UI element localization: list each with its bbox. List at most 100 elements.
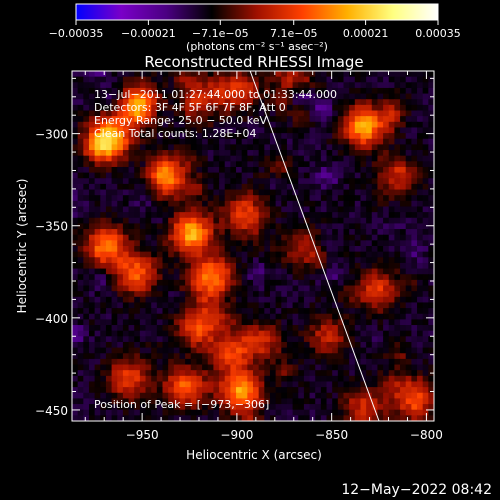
heatmap-cell xyxy=(168,262,175,270)
heatmap-cell xyxy=(343,110,350,117)
heatmap-cell xyxy=(83,381,90,388)
heatmap-cell xyxy=(162,302,169,309)
heatmap-cell xyxy=(411,392,418,400)
heatmap-cell xyxy=(94,155,101,162)
heatmap-cell xyxy=(354,195,362,202)
heatmap-cell xyxy=(332,330,339,337)
heatmap-cell xyxy=(77,229,84,236)
heatmap-cell xyxy=(343,71,350,78)
heatmap-cell xyxy=(264,121,271,129)
heatmap-cell xyxy=(354,291,362,298)
heatmap-cell xyxy=(360,358,367,366)
heatmap-cell xyxy=(360,257,367,264)
heatmap-cell xyxy=(145,104,152,112)
heatmap-cell xyxy=(411,285,418,292)
heatmap-cell xyxy=(207,206,215,213)
heatmap-cell xyxy=(337,138,345,145)
heatmap-cell xyxy=(128,274,135,281)
heatmap-cell xyxy=(422,217,429,225)
heatmap-cell xyxy=(134,217,141,225)
heatmap-cell xyxy=(219,246,226,253)
heatmap-cell xyxy=(269,336,277,343)
heatmap-cell xyxy=(117,291,124,298)
heatmap-cell xyxy=(207,347,215,354)
heatmap-cell xyxy=(264,364,271,371)
heatmap-cell xyxy=(320,404,328,411)
heatmap-cell xyxy=(400,71,407,78)
heatmap-cell xyxy=(100,274,107,281)
heatmap-cell xyxy=(100,144,107,151)
heatmap-cell xyxy=(428,104,434,112)
heatmap-cell xyxy=(94,353,101,360)
heatmap-cell xyxy=(253,166,260,174)
heatmap-cell xyxy=(179,93,186,100)
heatmap-cell xyxy=(241,99,248,106)
heatmap-cell xyxy=(411,178,418,185)
heatmap-cell xyxy=(122,387,130,394)
heatmap-cell xyxy=(422,246,429,253)
heatmap-cell xyxy=(343,296,350,304)
heatmap-cell xyxy=(111,370,118,377)
heatmap-cell xyxy=(94,200,101,208)
heatmap-cell xyxy=(196,415,203,421)
heatmap-cell xyxy=(122,325,130,332)
heatmap-cell xyxy=(326,144,333,151)
heatmap-cell xyxy=(371,268,379,275)
heatmap-cell xyxy=(309,195,316,202)
heatmap-cell xyxy=(162,285,169,292)
heatmap-cell xyxy=(422,308,429,315)
heatmap-cell xyxy=(111,381,118,388)
heatmap-cell xyxy=(139,325,147,332)
heatmap-cell xyxy=(207,166,215,174)
heatmap-cell xyxy=(72,319,79,326)
heatmap-cell xyxy=(156,127,164,134)
heatmap-cell xyxy=(337,116,345,123)
heatmap-cell xyxy=(173,415,181,421)
heatmap-cell xyxy=(122,341,130,349)
heatmap-cell xyxy=(241,262,248,270)
heatmap-cell xyxy=(134,285,141,292)
heatmap-cell xyxy=(377,116,384,123)
heatmap-cell xyxy=(145,262,152,270)
heatmap-cell xyxy=(202,398,209,405)
heatmap-cell xyxy=(134,268,141,275)
heatmap-cell xyxy=(72,398,79,405)
heatmap-cell xyxy=(400,336,407,343)
heatmap-cell xyxy=(190,398,198,405)
heatmap-cell xyxy=(292,121,299,129)
heatmap-cell xyxy=(156,223,164,230)
heatmap-cell xyxy=(281,127,288,134)
heatmap-cell xyxy=(117,155,124,162)
heatmap-cell xyxy=(253,121,260,129)
heatmap-cell xyxy=(428,116,434,123)
heatmap-cell xyxy=(394,387,401,394)
heatmap-cell xyxy=(383,82,390,89)
heatmap-cell xyxy=(360,104,367,112)
heatmap-cell xyxy=(168,353,175,360)
heatmap-cell xyxy=(72,87,79,95)
heatmap-cell xyxy=(122,144,130,151)
heatmap-cell xyxy=(219,76,226,83)
heatmap-cell xyxy=(377,409,384,416)
heatmap-cell xyxy=(264,404,271,411)
heatmap-cell xyxy=(281,404,288,411)
heatmap-cell xyxy=(388,212,396,219)
heatmap-cell xyxy=(202,291,209,298)
heatmap-cell xyxy=(100,296,107,304)
heatmap-cell xyxy=(411,133,418,140)
heatmap-cell xyxy=(105,82,113,89)
heatmap-cell xyxy=(173,71,181,78)
heatmap-cell xyxy=(185,234,192,241)
heatmap-cell xyxy=(281,325,288,332)
heatmap-cell xyxy=(332,364,339,371)
heatmap-cell xyxy=(77,319,84,326)
heatmap-cell xyxy=(383,178,390,185)
heatmap-cell xyxy=(366,110,373,117)
heatmap-cell xyxy=(337,76,345,83)
heatmap-cell xyxy=(315,93,322,100)
heatmap-cell xyxy=(417,325,424,332)
heatmap-cell xyxy=(207,121,215,129)
heatmap-cell xyxy=(236,370,243,377)
heatmap-cell xyxy=(315,133,322,140)
heatmap-cell xyxy=(134,121,141,129)
